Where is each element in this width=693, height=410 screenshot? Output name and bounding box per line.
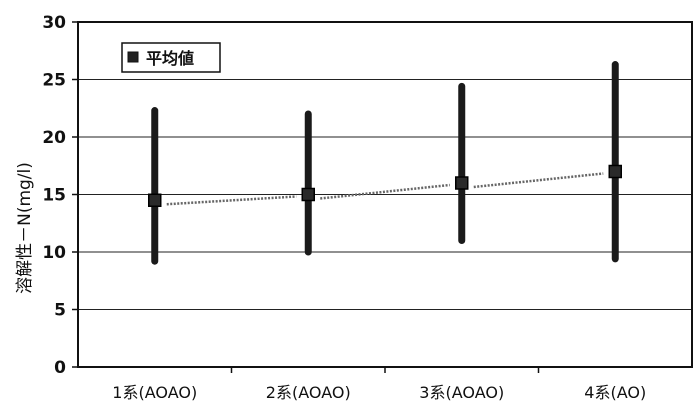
x-tick-marks [230,367,540,373]
y-axis-label: 溶解性－N(mg/l) [15,162,35,294]
y-tick-labels: 0 5 10 15 20 25 30 [42,13,66,378]
legend: 平均値 [121,42,221,73]
y-tick-label: 5 [54,301,66,321]
category-label: 1系(AOAO) [112,383,197,402]
y-tick-label: 0 [54,358,66,378]
category-label: 3系(AOAO) [419,383,504,402]
legend-label: 平均値 [146,49,194,68]
mean-connector-line [166,195,297,206]
y-tick-label: 20 [42,128,66,148]
mean-marker [148,193,162,207]
legend-marker-icon [127,51,139,63]
category-label: 4系(AO) [584,383,646,402]
category-label: 2系(AOAO) [266,383,351,402]
gridlines [72,21,692,368]
y-tick-label: 10 [42,243,66,263]
mean-marker [608,164,622,179]
mean-connectors [166,172,604,206]
category-labels: 1系(AOAO) 2系(AOAO) 3系(AOAO) 4系(AO) [112,383,646,402]
range-bars [151,61,619,265]
mean-marker [455,176,469,190]
y-tick-label: 25 [42,71,66,91]
y-tick-label: 30 [42,13,66,33]
mean-connector-line [320,183,450,200]
mean-connector-line [473,172,604,189]
y-tick-label: 15 [42,186,66,206]
mean-marker [301,187,315,202]
mean-markers [148,164,622,207]
